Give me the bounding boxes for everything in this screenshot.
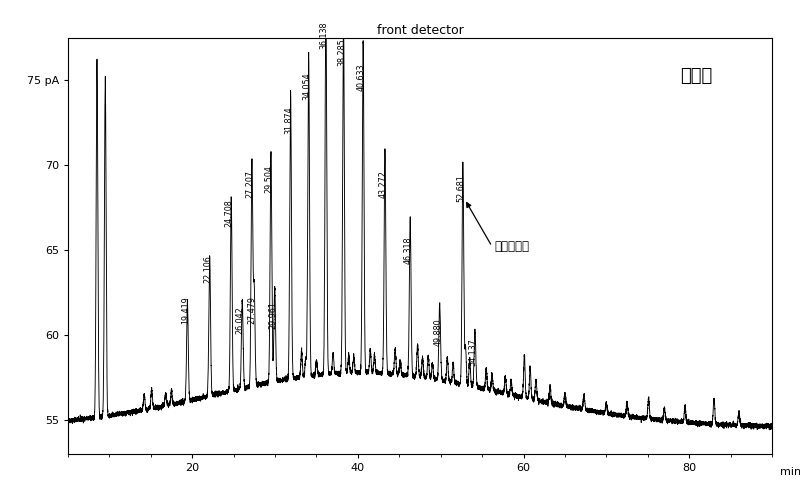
- Text: 54.137: 54.137: [468, 339, 478, 366]
- Text: 43.272: 43.272: [378, 170, 387, 198]
- Text: 34.054: 34.054: [302, 72, 311, 100]
- Text: 46.318: 46.318: [404, 237, 413, 265]
- Text: 22.106: 22.106: [203, 256, 212, 283]
- Text: 角鲨烷内标: 角鲨烷内标: [494, 240, 530, 253]
- Text: 27.479: 27.479: [248, 296, 257, 324]
- Text: 49.880: 49.880: [433, 318, 442, 346]
- Text: min: min: [780, 467, 800, 477]
- Title: front detector: front detector: [377, 24, 463, 37]
- Text: 52.681: 52.681: [456, 174, 466, 202]
- Text: 作用后: 作用后: [681, 67, 713, 85]
- Text: 40.633: 40.633: [357, 64, 366, 91]
- Text: 31.874: 31.874: [284, 106, 293, 134]
- Text: 27.207: 27.207: [246, 170, 254, 198]
- Text: 26.042: 26.042: [236, 306, 245, 334]
- Text: 24.708: 24.708: [225, 199, 234, 227]
- Text: 29.504: 29.504: [264, 165, 274, 193]
- Text: 38.285: 38.285: [337, 38, 346, 66]
- Text: 36.138: 36.138: [319, 21, 328, 49]
- Text: 29.961: 29.961: [268, 301, 277, 329]
- Text: 19.419: 19.419: [181, 296, 190, 324]
